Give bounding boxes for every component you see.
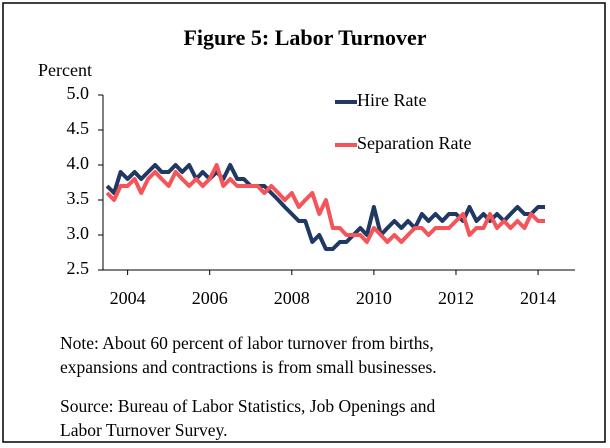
x-tick-label: 2004 [110,288,146,308]
y-tick-label: 5.0 [67,83,90,103]
chart-title: Figure 5: Labor Turnover [183,25,426,50]
y-tick-label: 2.5 [67,258,90,278]
series-line [105,163,545,251]
series-line [105,163,545,244]
y-tick-label: 4.5 [67,118,90,138]
source-line: Labor Turnover Survey. [60,420,228,440]
x-tick-label: 2006 [192,288,228,308]
note-line: expansions and contractions is from smal… [60,357,437,377]
legend-label: Hire Rate [357,90,426,110]
x-tick-label: 2008 [274,288,310,308]
x-tick-label: 2010 [356,288,392,308]
note-line: Note: About 60 percent of labor turnover… [60,333,434,353]
y-tick-label: 3.0 [67,223,90,243]
legend-label: Separation Rate [357,133,471,153]
x-tick-label: 2014 [520,288,556,308]
source-line: Source: Bureau of Labor Statistics, Job … [60,396,435,416]
y-tick-label: 3.5 [67,188,90,208]
x-tick-label: 2012 [438,288,474,308]
y-tick-label: 4.0 [67,153,90,173]
y-axis-label: Percent [38,60,92,80]
